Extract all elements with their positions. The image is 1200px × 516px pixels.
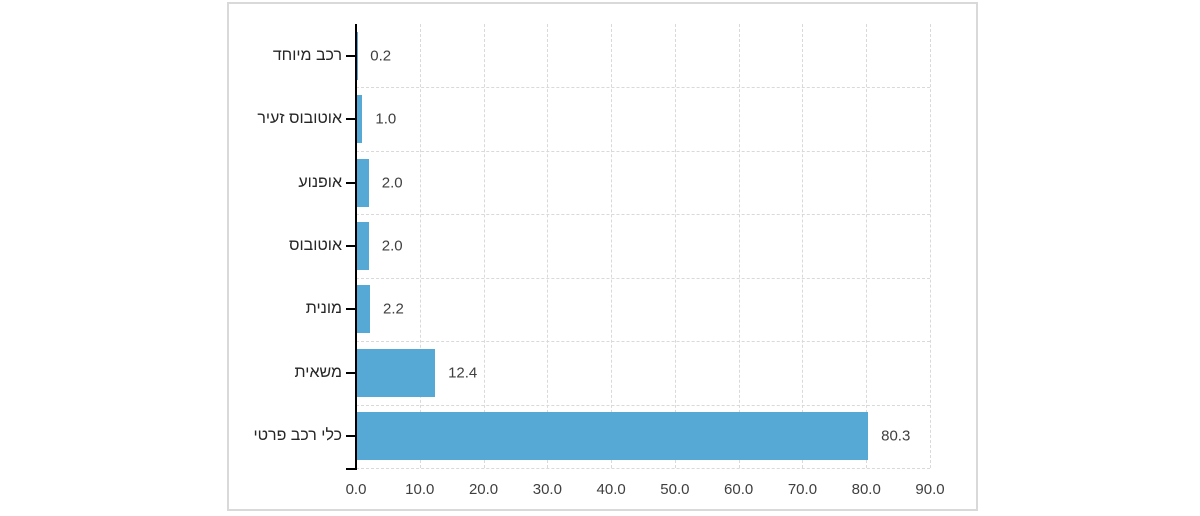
gridline-horizontal	[356, 341, 930, 343]
bar	[357, 285, 371, 334]
gridline-vertical	[611, 24, 613, 468]
y-axis-line	[355, 24, 357, 470]
category-label: מונית	[305, 300, 342, 318]
gridline-horizontal	[356, 468, 930, 469]
x-tick-label: 40.0	[596, 481, 626, 498]
gridline-vertical	[674, 24, 676, 468]
x-tick-label: 70.0	[787, 481, 818, 498]
x-tick-label: 20.0	[468, 481, 499, 498]
bar	[357, 95, 363, 144]
bar-chart: 0.2 רכב מיוחד 1.0 אוטובוס זעיר 2.0 אופנוע 2.0 א…	[227, 2, 978, 511]
category-label: אוטובוס	[288, 237, 342, 254]
value-label: 12.4	[448, 364, 478, 382]
category-label: משאית	[294, 363, 342, 381]
category-label: אופנוע	[298, 173, 342, 191]
value-label: 2.2	[383, 300, 404, 318]
value-label: 0.2	[370, 47, 392, 65]
y-axis-tick	[346, 118, 355, 121]
y-axis-tick	[346, 245, 355, 247]
value-label: 2.0	[381, 174, 403, 192]
y-axis-tick	[346, 308, 355, 311]
value-label: 2.0	[381, 237, 403, 255]
y-axis-tick	[346, 371, 355, 374]
bar	[357, 158, 369, 207]
value-label: 80.3	[881, 427, 911, 445]
x-tick-label: 50.0	[660, 481, 690, 498]
gridline-horizontal	[356, 87, 930, 89]
x-tick-label: 90.0	[915, 481, 945, 498]
y-axis-tick	[346, 181, 355, 184]
gridline-vertical	[483, 24, 485, 468]
y-axis-tick	[346, 54, 355, 57]
gridline-vertical	[419, 24, 421, 468]
gridline-vertical	[930, 24, 931, 468]
category-label: אוטובוס זעיר	[257, 110, 342, 128]
bar	[357, 31, 358, 80]
x-tick-label: 30.0	[532, 481, 562, 498]
bar	[357, 222, 369, 270]
bar	[357, 412, 869, 461]
plot-area: 0.2 רכב מיוחד 1.0 אוטובוס זעיר 2.0 אופנוע 2.0 א…	[229, 4, 976, 509]
x-tick-label: 60.0	[724, 481, 754, 498]
category-label: כלי רכב פרטי	[253, 427, 342, 445]
bar	[357, 348, 436, 397]
gridline-vertical	[802, 24, 804, 468]
gridline-horizontal	[356, 277, 930, 279]
gridline-vertical	[547, 24, 549, 468]
gridline-horizontal	[356, 404, 930, 406]
x-tick-label: 80.0	[851, 481, 881, 498]
gridline-vertical	[866, 24, 868, 468]
value-label: 1.0	[375, 110, 397, 128]
gridline-vertical	[738, 24, 740, 468]
gridline-horizontal	[356, 214, 930, 216]
x-tick-label: 0.0	[345, 481, 367, 498]
gridline-horizontal	[356, 150, 930, 152]
category-label: רכב מיוחד	[272, 46, 342, 64]
y-axis-tick	[346, 435, 355, 438]
y-axis-end-tick	[346, 468, 355, 470]
x-tick-label: 10.0	[405, 481, 435, 498]
